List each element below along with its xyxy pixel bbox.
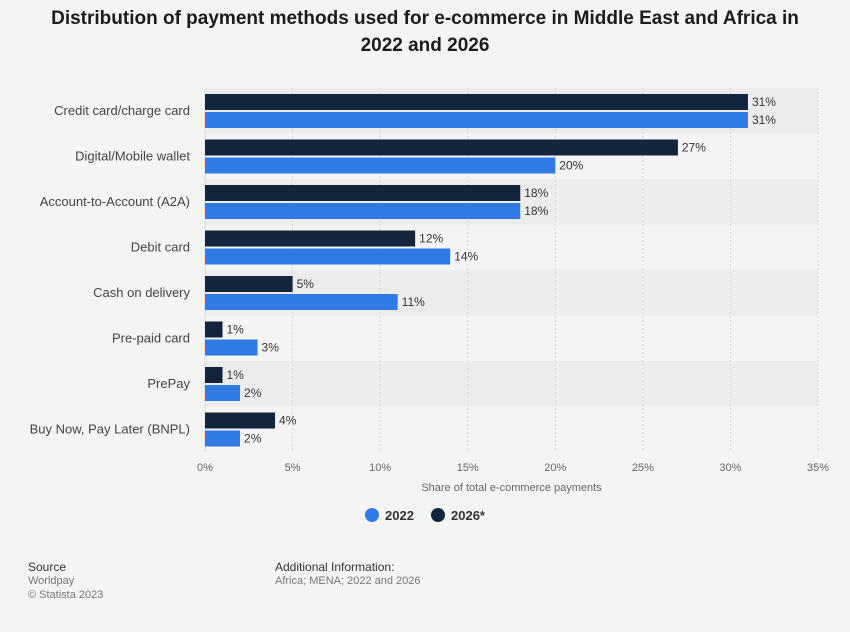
bar-2022 [205, 385, 241, 401]
bar-chart: Distribution of payment methods used for… [30, 8, 830, 523]
bar-2026 [205, 276, 293, 292]
value-label: 14% [454, 250, 478, 264]
row-band [205, 315, 818, 361]
value-label: 31% [752, 113, 776, 127]
value-label: 18% [524, 204, 548, 218]
category-label: Cash on delivery [93, 285, 190, 300]
source-heading: Source [28, 560, 67, 574]
bar-2022 [205, 294, 398, 310]
bar-2022 [205, 157, 556, 174]
value-label: 1% [227, 368, 245, 382]
bar-2026 [205, 412, 276, 429]
bar-2022 [205, 112, 748, 128]
value-label: 3% [262, 341, 280, 355]
category-label: Pre-paid card [112, 330, 190, 345]
source-line-publisher: Worldpay [28, 575, 75, 587]
chart-title: Distribution of payment methods used for… [51, 8, 799, 56]
x-axis-title: Share of total e-commerce payments [421, 482, 602, 494]
category-label: Credit card/charge card [54, 103, 190, 118]
value-label: 11% [402, 295, 425, 309]
x-tick-label: 0% [197, 462, 213, 474]
value-label: 27% [682, 141, 706, 155]
value-label: 31% [752, 95, 776, 109]
value-label: 2% [244, 432, 262, 446]
value-label: 2% [244, 386, 262, 400]
bar-2022 [205, 248, 451, 265]
bar-2026 [205, 139, 678, 156]
legend-label: 2026* [451, 508, 486, 523]
category-label: Account-to-Account (A2A) [40, 194, 190, 209]
additional-info-text: Africa; MENA; 2022 and 2026 [275, 575, 421, 587]
bar-2026 [205, 230, 416, 247]
value-label: 5% [297, 277, 315, 291]
bar-2022 [205, 339, 258, 356]
value-label: 18% [524, 186, 548, 200]
x-tick-label: 25% [632, 462, 654, 474]
value-label: 20% [559, 159, 583, 173]
source-block: Source Worldpay © Statista 2023 [28, 560, 103, 602]
source-line-copyright: © Statista 2023 [28, 589, 104, 601]
bar-2026 [205, 367, 223, 383]
row-band [205, 406, 818, 452]
bar-2022 [205, 430, 241, 447]
row-band [205, 361, 818, 407]
additional-info-block: Additional Information: Africa; MENA; 20… [275, 560, 421, 588]
legend-marker [365, 508, 379, 522]
value-label: 4% [279, 414, 297, 428]
category-label: Digital/Mobile wallet [75, 148, 190, 163]
x-tick-label: 30% [719, 462, 741, 474]
bar-2022 [205, 203, 521, 219]
value-label: 1% [227, 323, 245, 337]
x-tick-label: 5% [285, 462, 301, 474]
x-tick-label: 10% [369, 462, 391, 474]
x-tick-label: 20% [544, 462, 566, 474]
x-tick-label: 15% [457, 462, 479, 474]
legend-marker [431, 508, 445, 522]
category-label: PrePay [147, 376, 190, 391]
legend-label: 2022 [385, 508, 414, 523]
bar-2026 [205, 94, 748, 110]
category-label: Debit card [131, 239, 190, 254]
bar-2026 [205, 185, 521, 201]
additional-info-heading: Additional Information: [275, 560, 395, 574]
value-label: 12% [419, 232, 443, 246]
category-label: Buy Now, Pay Later (BNPL) [30, 421, 190, 436]
bar-2026 [205, 321, 223, 338]
x-tick-label: 35% [807, 462, 829, 474]
